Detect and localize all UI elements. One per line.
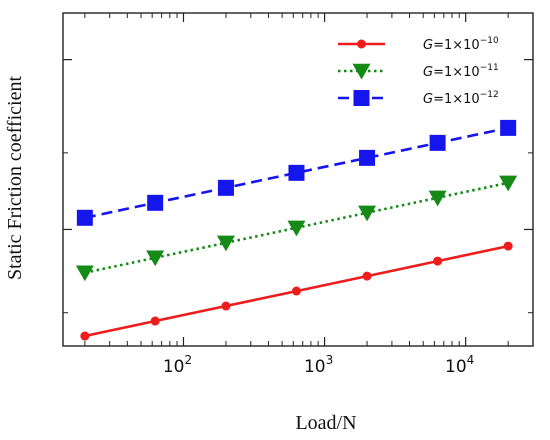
- data-point: [291, 286, 301, 296]
- legend-marker: [357, 39, 366, 49]
- data-point: [428, 190, 447, 207]
- y-axis-title: Static Friction coefficient: [4, 76, 26, 280]
- legend-item: G=1×10−12: [338, 90, 499, 107]
- data-point: [287, 220, 306, 237]
- data-point: [359, 149, 376, 166]
- data-point: [362, 271, 372, 281]
- axis-ticks: 102 103 104: [63, 13, 534, 377]
- series-layer: [75, 119, 518, 341]
- data-point: [500, 119, 517, 136]
- data-point: [217, 179, 234, 196]
- legend-label-exp: −10: [480, 36, 499, 46]
- data-point: [147, 194, 164, 211]
- data-point: [358, 205, 377, 222]
- x-tick-label-base: 10: [163, 357, 185, 377]
- data-point: [433, 256, 443, 266]
- legend-label-var: G: [423, 65, 433, 80]
- legend-label: G=1×10−12: [423, 90, 499, 107]
- data-point: [216, 235, 235, 252]
- data-point: [76, 209, 93, 226]
- series-2: [75, 175, 518, 282]
- x-tick-label: 102: [163, 353, 192, 377]
- data-point: [503, 241, 513, 251]
- plot-frame: [62, 12, 534, 347]
- legend-marker: [352, 63, 371, 80]
- x-tick-label: 103: [304, 353, 333, 377]
- legend-label-body: =1×10: [433, 38, 480, 53]
- data-point: [499, 175, 518, 192]
- data-point: [150, 316, 160, 326]
- data-point: [80, 331, 90, 341]
- x-tick-label-exp: 3: [326, 353, 334, 367]
- series-3: [76, 119, 517, 226]
- legend-label: G=1×10−11: [423, 63, 499, 80]
- x-tick-label-exp: 2: [184, 353, 192, 367]
- legend-label: G=1×10−10: [423, 36, 499, 53]
- legend-label-exp: −12: [480, 90, 499, 100]
- legend-label-var: G: [423, 92, 433, 107]
- legend-label-var: G: [423, 38, 433, 53]
- x-tick-label-base: 10: [304, 357, 326, 377]
- legend-label-exp: −11: [480, 63, 499, 73]
- data-point: [146, 250, 165, 267]
- legend-item: G=1×10−10: [338, 36, 499, 53]
- x-tick-label-base: 10: [445, 357, 467, 377]
- data-point: [429, 134, 446, 151]
- legend-marker: [353, 90, 370, 106]
- legend-item: G=1×10−11: [338, 63, 499, 80]
- x-tick-label: 104: [445, 353, 474, 377]
- x-tick-label-exp: 4: [467, 353, 475, 367]
- legend: G=1×10−10G=1×10−11G=1×10−12: [338, 36, 499, 107]
- x-axis-title: Load/N: [295, 412, 356, 434]
- data-point: [221, 301, 231, 311]
- legend-label-body: =1×10: [433, 65, 480, 80]
- series-1: [80, 241, 513, 341]
- data-point: [288, 164, 305, 181]
- legend-label-body: =1×10: [433, 92, 480, 107]
- data-point: [75, 265, 94, 282]
